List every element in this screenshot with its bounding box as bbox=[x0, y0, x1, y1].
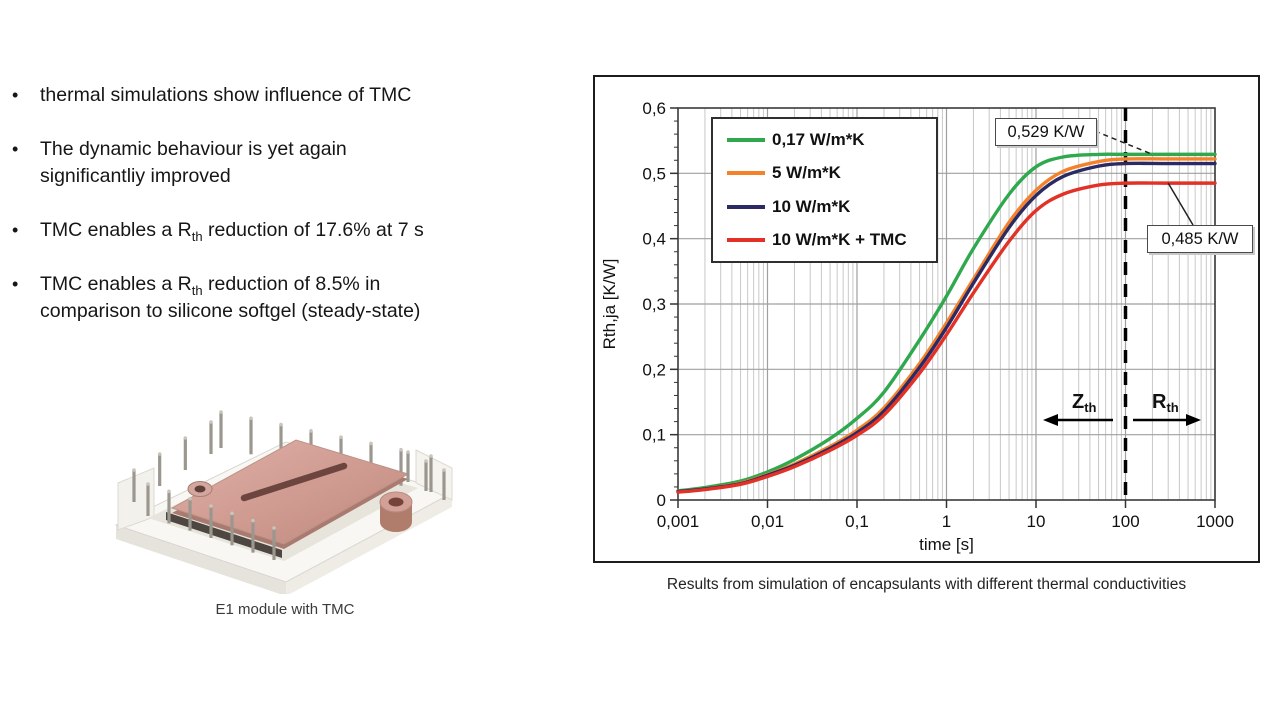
copper-cylinder-hole bbox=[388, 497, 404, 507]
copper-slot bbox=[240, 462, 348, 502]
tray-side-left bbox=[116, 525, 286, 596]
x-tick-label: 100 bbox=[1111, 512, 1139, 531]
legend-swatch bbox=[727, 137, 765, 142]
annotation-tmc-rth: 0,485 K/W bbox=[1147, 225, 1253, 253]
annotation-leader-solid bbox=[1167, 182, 1194, 226]
chart-caption: Results from simulation of encapsulants … bbox=[666, 576, 1187, 593]
annotation-tmc-rth-text: 0,485 K/W bbox=[1161, 229, 1239, 248]
mount-hole-inner bbox=[194, 485, 206, 493]
legend-label: 10 W/m*K + TMC bbox=[772, 230, 907, 250]
annotation-leader-dashed bbox=[1094, 130, 1153, 156]
module-figure: E1 module with TMC bbox=[96, 350, 474, 618]
module-photo bbox=[114, 410, 454, 596]
zth-label: Zth bbox=[1072, 391, 1097, 415]
legend-swatch bbox=[727, 204, 765, 209]
series-curve-0 bbox=[676, 152, 1217, 493]
rth-label: Rth bbox=[1152, 391, 1179, 415]
module-caption: E1 module with TMC bbox=[215, 601, 355, 618]
annotation-max-rth-text: 0,529 K/W bbox=[1007, 122, 1085, 141]
module-pins-front bbox=[146, 450, 446, 560]
legend-label: 10 W/m*K bbox=[772, 196, 851, 216]
chart-panel: 0 0,1 0,2 0,3 0,4 0,5 0,6 0,001 0,01 0,1 1 10 100 100… bbox=[593, 75, 1260, 594]
x-tick-label: 0,01 bbox=[751, 512, 784, 531]
zth-arrow-head bbox=[1043, 414, 1058, 426]
x-axis-title: time [s] bbox=[919, 535, 974, 554]
y-tick-label: 0,2 bbox=[642, 360, 666, 379]
bullet-item: TMC enables a Rth reduction of 8.5% inco… bbox=[10, 271, 570, 325]
y-axis-title: Rth,ja [K/W] bbox=[600, 259, 619, 350]
x-tick-label: 0,001 bbox=[657, 512, 700, 531]
rth-arrow-head bbox=[1186, 414, 1201, 426]
legend-item: 0,17 W/m*K bbox=[727, 130, 936, 150]
legend-label: 0,17 W/m*K bbox=[772, 129, 865, 149]
x-tick-label: 1000 bbox=[1196, 512, 1234, 531]
x-tick-label: 10 bbox=[1027, 512, 1046, 531]
bullet-item: thermal simulations show influence of TM… bbox=[10, 82, 570, 109]
x-tick-label: 0,1 bbox=[845, 512, 869, 531]
bullet-item: The dynamic behaviour is yet againsignif… bbox=[10, 136, 570, 190]
y-tick-label: 0,1 bbox=[642, 426, 666, 445]
legend-swatch bbox=[727, 238, 765, 243]
legend-item: 5 W/m*K bbox=[727, 163, 936, 183]
y-tick-label: 0,4 bbox=[642, 230, 666, 249]
y-tick-label: 0,3 bbox=[642, 295, 666, 314]
y-tick-label: 0,6 bbox=[642, 99, 666, 118]
y-tick-label: 0 bbox=[657, 491, 666, 510]
series-curve-3 bbox=[676, 181, 1217, 494]
legend-swatch bbox=[727, 171, 765, 176]
chart-legend: 0,17 W/m*K 5 W/m*K 10 W/m*K 10 W/m*K + TMC bbox=[711, 117, 938, 263]
legend-label: 5 W/m*K bbox=[772, 163, 841, 183]
legend-item: 10 W/m*K + TMC bbox=[727, 230, 936, 250]
x-tick-label: 1 bbox=[942, 512, 951, 531]
rth-chart: 0 0,1 0,2 0,3 0,4 0,5 0,6 0,001 0,01 0,1 1 10 100 100… bbox=[593, 75, 1260, 563]
annotation-max-rth: 0,529 K/W bbox=[995, 118, 1097, 146]
legend-item: 10 W/m*K bbox=[727, 197, 936, 217]
bullet-list: thermal simulations show influence of TM… bbox=[10, 82, 570, 352]
axis-ticks: 0 0,1 0,2 0,3 0,4 0,5 0,6 0,001 0,01 0,1 1 10 100 100… bbox=[642, 99, 1234, 531]
y-tick-label: 0,5 bbox=[642, 164, 666, 183]
bullet-item: TMC enables a Rth reduction of 17.6% at … bbox=[10, 217, 570, 244]
